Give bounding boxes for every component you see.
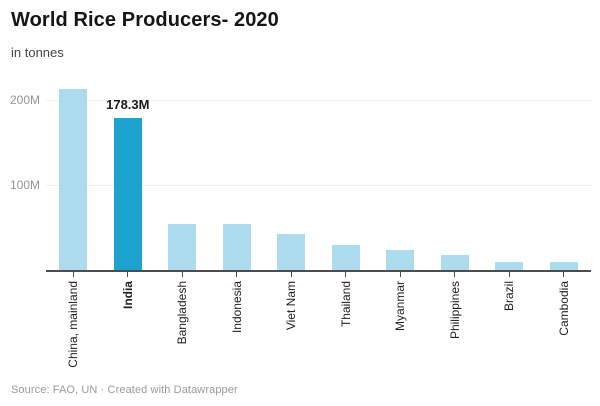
- x-tick: [454, 272, 456, 277]
- x-tick-label: Brazil: [502, 281, 517, 312]
- bar-value-label: 178.3M: [106, 97, 150, 113]
- bar[interactable]: [495, 261, 524, 271]
- bar[interactable]: [277, 234, 306, 271]
- bar[interactable]: [331, 245, 360, 271]
- y-tick-label: 100M: [9, 178, 40, 193]
- x-tick: [290, 272, 292, 277]
- x-tick-label: Viet Nam: [284, 281, 299, 331]
- x-tick-label: Thailand: [338, 281, 353, 328]
- bar[interactable]: [168, 224, 197, 271]
- x-tick-label: Myanmar: [393, 281, 408, 332]
- x-tick: [236, 272, 238, 277]
- x-tick: [345, 272, 347, 277]
- bar[interactable]: [222, 224, 251, 271]
- x-tick-label: China, mainland: [66, 281, 81, 368]
- source-line: Source: FAO, UN · Created with Datawrapp…: [11, 384, 238, 396]
- bar[interactable]: [59, 89, 88, 271]
- bar[interactable]: [440, 254, 469, 271]
- x-tick: [508, 272, 510, 277]
- bar[interactable]: [549, 261, 578, 271]
- y-gridline: [46, 185, 591, 187]
- x-axis-line: [46, 270, 591, 272]
- y-tick-label: 200M: [9, 92, 40, 107]
- x-tick-label: Philippines: [447, 281, 462, 340]
- x-tick-label: Cambodia: [556, 281, 571, 336]
- x-tick: [563, 272, 564, 277]
- y-gridline: [46, 99, 591, 101]
- chart-title: World Rice Producers- 2020: [11, 9, 279, 31]
- bar[interactable]: [386, 249, 415, 271]
- x-tick: [72, 272, 74, 277]
- x-tick: [127, 272, 129, 277]
- x-tick: [181, 272, 183, 277]
- x-tick: [399, 272, 401, 277]
- x-tick-label: India: [120, 281, 135, 310]
- x-tick-label: Indonesia: [229, 281, 244, 334]
- x-tick-label: Bangladesh: [175, 281, 190, 345]
- bar[interactable]: [113, 118, 142, 271]
- chart-subtitle: in tonnes: [11, 45, 64, 60]
